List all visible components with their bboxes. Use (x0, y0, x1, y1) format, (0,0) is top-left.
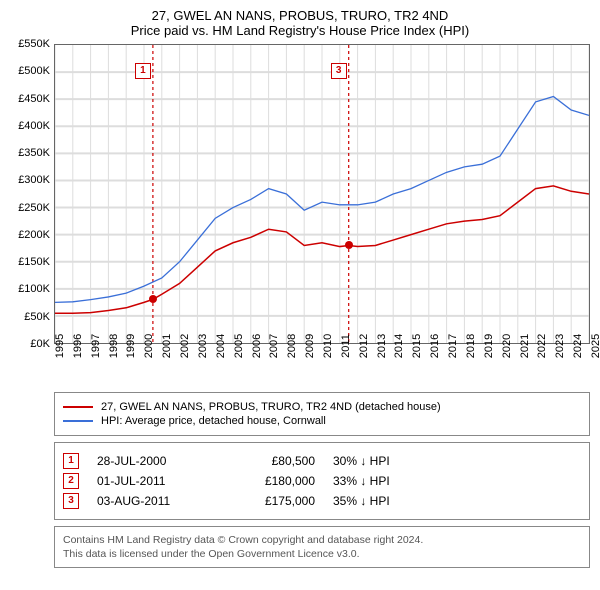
plot-svg (55, 45, 589, 343)
footer-line-2: This data is licensed under the Open Gov… (63, 547, 581, 561)
transaction-price: £175,000 (225, 494, 315, 508)
footer-line-1: Contains HM Land Registry data © Crown c… (63, 533, 581, 547)
x-tick-label: 2024 (572, 334, 584, 358)
y-tick-label: £450K (18, 93, 50, 105)
x-tick-label: 2010 (322, 334, 334, 358)
y-tick-label: £400K (18, 120, 50, 132)
chart-container: 27, GWEL AN NANS, PROBUS, TRURO, TR2 4ND… (0, 0, 600, 578)
attribution-footer: Contains HM Land Registry data © Crown c… (54, 526, 590, 568)
y-tick-label: £350K (18, 147, 50, 159)
x-tick-label: 2020 (501, 334, 513, 358)
y-tick-label: £300K (18, 174, 50, 186)
x-tick-label: 2000 (143, 334, 155, 358)
legend-item: 27, GWEL AN NANS, PROBUS, TRURO, TR2 4ND… (63, 401, 581, 413)
y-tick-label: £250K (18, 202, 50, 214)
legend-swatch (63, 420, 93, 422)
legend-item: HPI: Average price, detached house, Corn… (63, 415, 581, 427)
transaction-pct: 30% ↓ HPI (333, 454, 433, 468)
y-tick-label: £100K (18, 283, 50, 295)
y-tick-label: £150K (18, 256, 50, 268)
sale-dot (149, 295, 157, 303)
x-tick-label: 2014 (393, 334, 405, 358)
x-tick-label: 2004 (215, 334, 227, 358)
y-tick-label: £0K (30, 338, 50, 350)
transaction-marker: 3 (63, 493, 79, 509)
x-tick-label: 2021 (519, 334, 531, 358)
x-tick-label: 2016 (429, 334, 441, 358)
legend-swatch (63, 406, 93, 408)
x-tick-label: 1998 (108, 334, 120, 358)
plot-wrap: 13 1995199619971998199920002001200220032… (54, 44, 590, 384)
x-tick-label: 2012 (358, 334, 370, 358)
transaction-price: £80,500 (225, 454, 315, 468)
event-marker: 3 (331, 63, 347, 79)
chart-area: £0K £50K £100K £150K £200K £250K £300K £350K £40… (10, 44, 590, 384)
legend-label: HPI: Average price, detached house, Corn… (101, 415, 326, 427)
transaction-row: 3 03-AUG-2011 £175,000 35% ↓ HPI (63, 493, 581, 509)
x-tick-label: 1997 (90, 334, 102, 358)
transaction-price: £180,000 (225, 474, 315, 488)
x-tick-label: 2015 (411, 334, 423, 358)
x-tick-label: 2005 (233, 334, 245, 358)
legend-label: 27, GWEL AN NANS, PROBUS, TRURO, TR2 4ND… (101, 401, 441, 413)
transaction-row: 1 28-JUL-2000 £80,500 30% ↓ HPI (63, 453, 581, 469)
x-tick-label: 1996 (72, 334, 84, 358)
transaction-date: 03-AUG-2011 (97, 494, 207, 508)
transaction-date: 01-JUL-2011 (97, 474, 207, 488)
transactions-table: 1 28-JUL-2000 £80,500 30% ↓ HPI 2 01-JUL-2011… (54, 442, 590, 520)
transaction-row: 2 01-JUL-2011 £180,000 33% ↓ HPI (63, 473, 581, 489)
x-tick-label: 2018 (465, 334, 477, 358)
x-tick-label: 2008 (286, 334, 298, 358)
transaction-pct: 35% ↓ HPI (333, 494, 433, 508)
chart-subtitle: Price paid vs. HM Land Registry's House … (10, 23, 590, 38)
y-tick-label: £50K (24, 311, 50, 323)
transaction-date: 28-JUL-2000 (97, 454, 207, 468)
y-tick-label: £200K (18, 229, 50, 241)
x-axis: 1995199619971998199920002001200220032004… (54, 344, 590, 384)
x-tick-label: 2022 (536, 334, 548, 358)
x-tick-label: 2007 (268, 334, 280, 358)
x-tick-label: 1999 (125, 334, 137, 358)
chart-title: 27, GWEL AN NANS, PROBUS, TRURO, TR2 4ND (10, 8, 590, 23)
plot-region: 13 (54, 44, 590, 344)
x-tick-label: 2006 (251, 334, 263, 358)
x-tick-label: 2013 (376, 334, 388, 358)
legend: 27, GWEL AN NANS, PROBUS, TRURO, TR2 4ND… (54, 392, 590, 436)
transaction-pct: 33% ↓ HPI (333, 474, 433, 488)
sale-dot (345, 241, 353, 249)
y-tick-label: £550K (18, 38, 50, 50)
x-tick-label: 1995 (54, 334, 66, 358)
y-tick-label: £500K (18, 65, 50, 77)
x-tick-label: 2009 (304, 334, 316, 358)
event-marker: 1 (135, 63, 151, 79)
x-tick-label: 2011 (340, 334, 352, 358)
transaction-marker: 2 (63, 473, 79, 489)
x-tick-label: 2003 (197, 334, 209, 358)
x-tick-label: 2002 (179, 334, 191, 358)
x-tick-label: 2023 (554, 334, 566, 358)
x-tick-label: 2017 (447, 334, 459, 358)
x-tick-label: 2025 (590, 334, 600, 358)
transaction-marker: 1 (63, 453, 79, 469)
x-tick-label: 2001 (161, 334, 173, 358)
y-axis: £0K £50K £100K £150K £200K £250K £300K £350K £40… (10, 44, 54, 384)
x-tick-label: 2019 (483, 334, 495, 358)
